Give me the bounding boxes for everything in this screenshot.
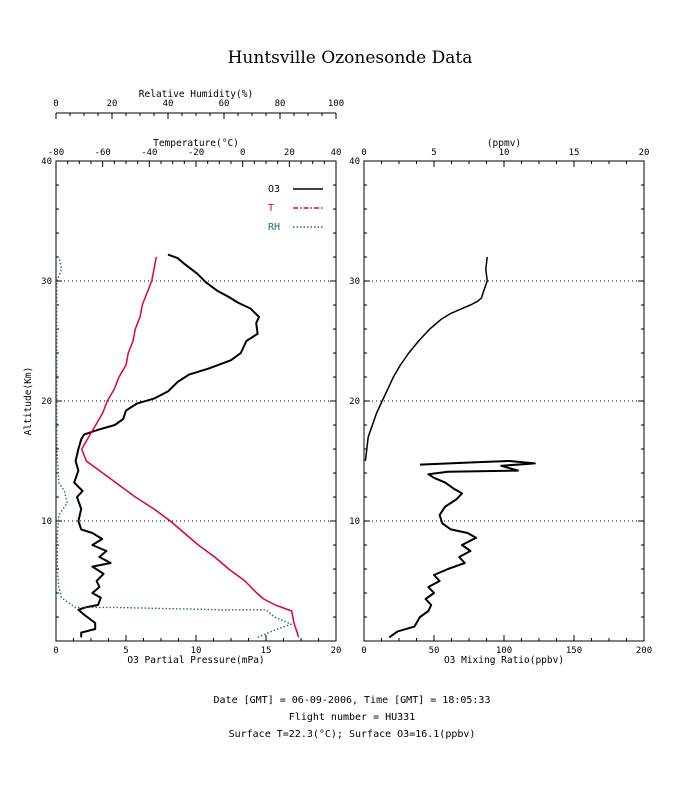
ppbv-axis-tick-label: 0 [361,646,366,656]
ppbv-axis-tick-label: 150 [566,646,582,656]
footer-flight-number: Flight number = HU331 [289,712,415,723]
ppmv-axis-tick-label: 15 [569,148,580,158]
legend-label-t: T [268,203,274,214]
temperature-axis-tick-label: -20 [188,148,204,158]
left-altitude-axis-tick-label: 10 [41,517,52,527]
right-altitude-axis-tick-label: 40 [349,157,360,167]
chart-title: Huntsville Ozonesonde Data [228,48,473,68]
right-axis-ticks: 0 50 100 150 200 0 5 10 15 20 10 20 30 40 [349,148,652,656]
ppbv-axis-tick-label: 100 [496,646,512,656]
left-altitude-axis-tick-label: 30 [41,277,52,287]
humidity-axis-tick-label: 20 [107,99,118,109]
ppbv-axis-tick-label: 200 [636,646,652,656]
series-rh [56,256,292,639]
footer-surface-values: Surface T=22.3(°C); Surface O3=16.1(ppbv… [229,729,476,740]
o3-pressure-axis-tick-label: 0 [53,646,58,656]
temperature-axis-tick-label: 40 [331,148,342,158]
temperature-axis-tick-label: 0 [240,148,245,158]
o3-pressure-axis-tick-label: 5 [123,646,128,656]
humidity-axis-tick-label: 60 [219,99,230,109]
altitude-axis-label: Altitude(Km) [23,367,34,436]
footer-date-time: Date [GMT] = 06-09-2006, Time [GMT] = 18… [214,695,491,706]
left-axis-ticks: 0 5 10 15 20 -80 -60 -40 -20 0 20 40 0 20 40 60 80 100 10 2… [41,99,344,656]
series-o3-mixing-ratio-stratosphere [364,256,488,462]
humidity-axis-tick-label: 100 [328,99,344,109]
left-panel: 0 5 10 15 20 -80 -60 -40 -20 0 20 40 0 20 40 60 80 100 10 2… [23,89,344,666]
ppmv-axis-tick-label: 5 [431,148,436,158]
o3-pressure-axis-label: O3 Partial Pressure(mPa) [127,655,264,666]
left-altitude-axis-tick-label: 40 [41,157,52,167]
ppmv-axis-tick-label: 0 [361,148,366,158]
series-t [80,256,300,638]
temperature-axis-tick-label: -80 [48,148,64,158]
left-gridlines [56,280,336,522]
temperature-axis-tick-label: -40 [141,148,157,158]
humidity-axis-tick-label: 0 [53,99,58,109]
ppbv-axis-label: O3 Mixing Ratio(ppbv) [444,655,564,666]
legend-label-rh: RH [268,222,280,233]
left-series-group [56,253,300,639]
temperature-axis-tick-label: 20 [284,148,295,158]
ppmv-axis-tick-label: 10 [499,148,510,158]
temperature-axis-label: Temperature(°C) [153,138,239,149]
legend-label-o3: O3 [268,184,280,195]
ppmv-axis-label: (ppmv) [487,138,521,149]
temperature-axis-tick-label: -60 [95,148,111,158]
right-altitude-axis-tick-label: 20 [349,397,360,407]
ppmv-axis-tick-label: 20 [639,148,650,158]
series-o3 [73,253,260,638]
right-series-group [364,256,536,639]
o3-pressure-axis-tick-label: 10 [191,646,202,656]
legend: O3 T RH [268,184,323,233]
o3-pressure-axis-tick-label: 15 [261,646,272,656]
right-panel: 0 50 100 150 200 0 5 10 15 20 10 20 30 40 (ppmv) O3 M… [349,138,652,666]
humidity-axis-label: Relative Humidity(%) [139,89,253,100]
right-gridlines [364,280,644,522]
right-altitude-axis-tick-label: 10 [349,517,360,527]
humidity-axis-tick-label: 80 [275,99,286,109]
right-altitude-axis-tick-label: 30 [349,277,360,287]
series-o3-mixing-ratio-troposphere [388,460,536,639]
humidity-axis-tick-label: 40 [163,99,174,109]
left-altitude-axis-tick-label: 20 [41,397,52,407]
o3-pressure-axis-tick-label: 20 [331,646,342,656]
ppbv-axis-tick-label: 50 [429,646,440,656]
